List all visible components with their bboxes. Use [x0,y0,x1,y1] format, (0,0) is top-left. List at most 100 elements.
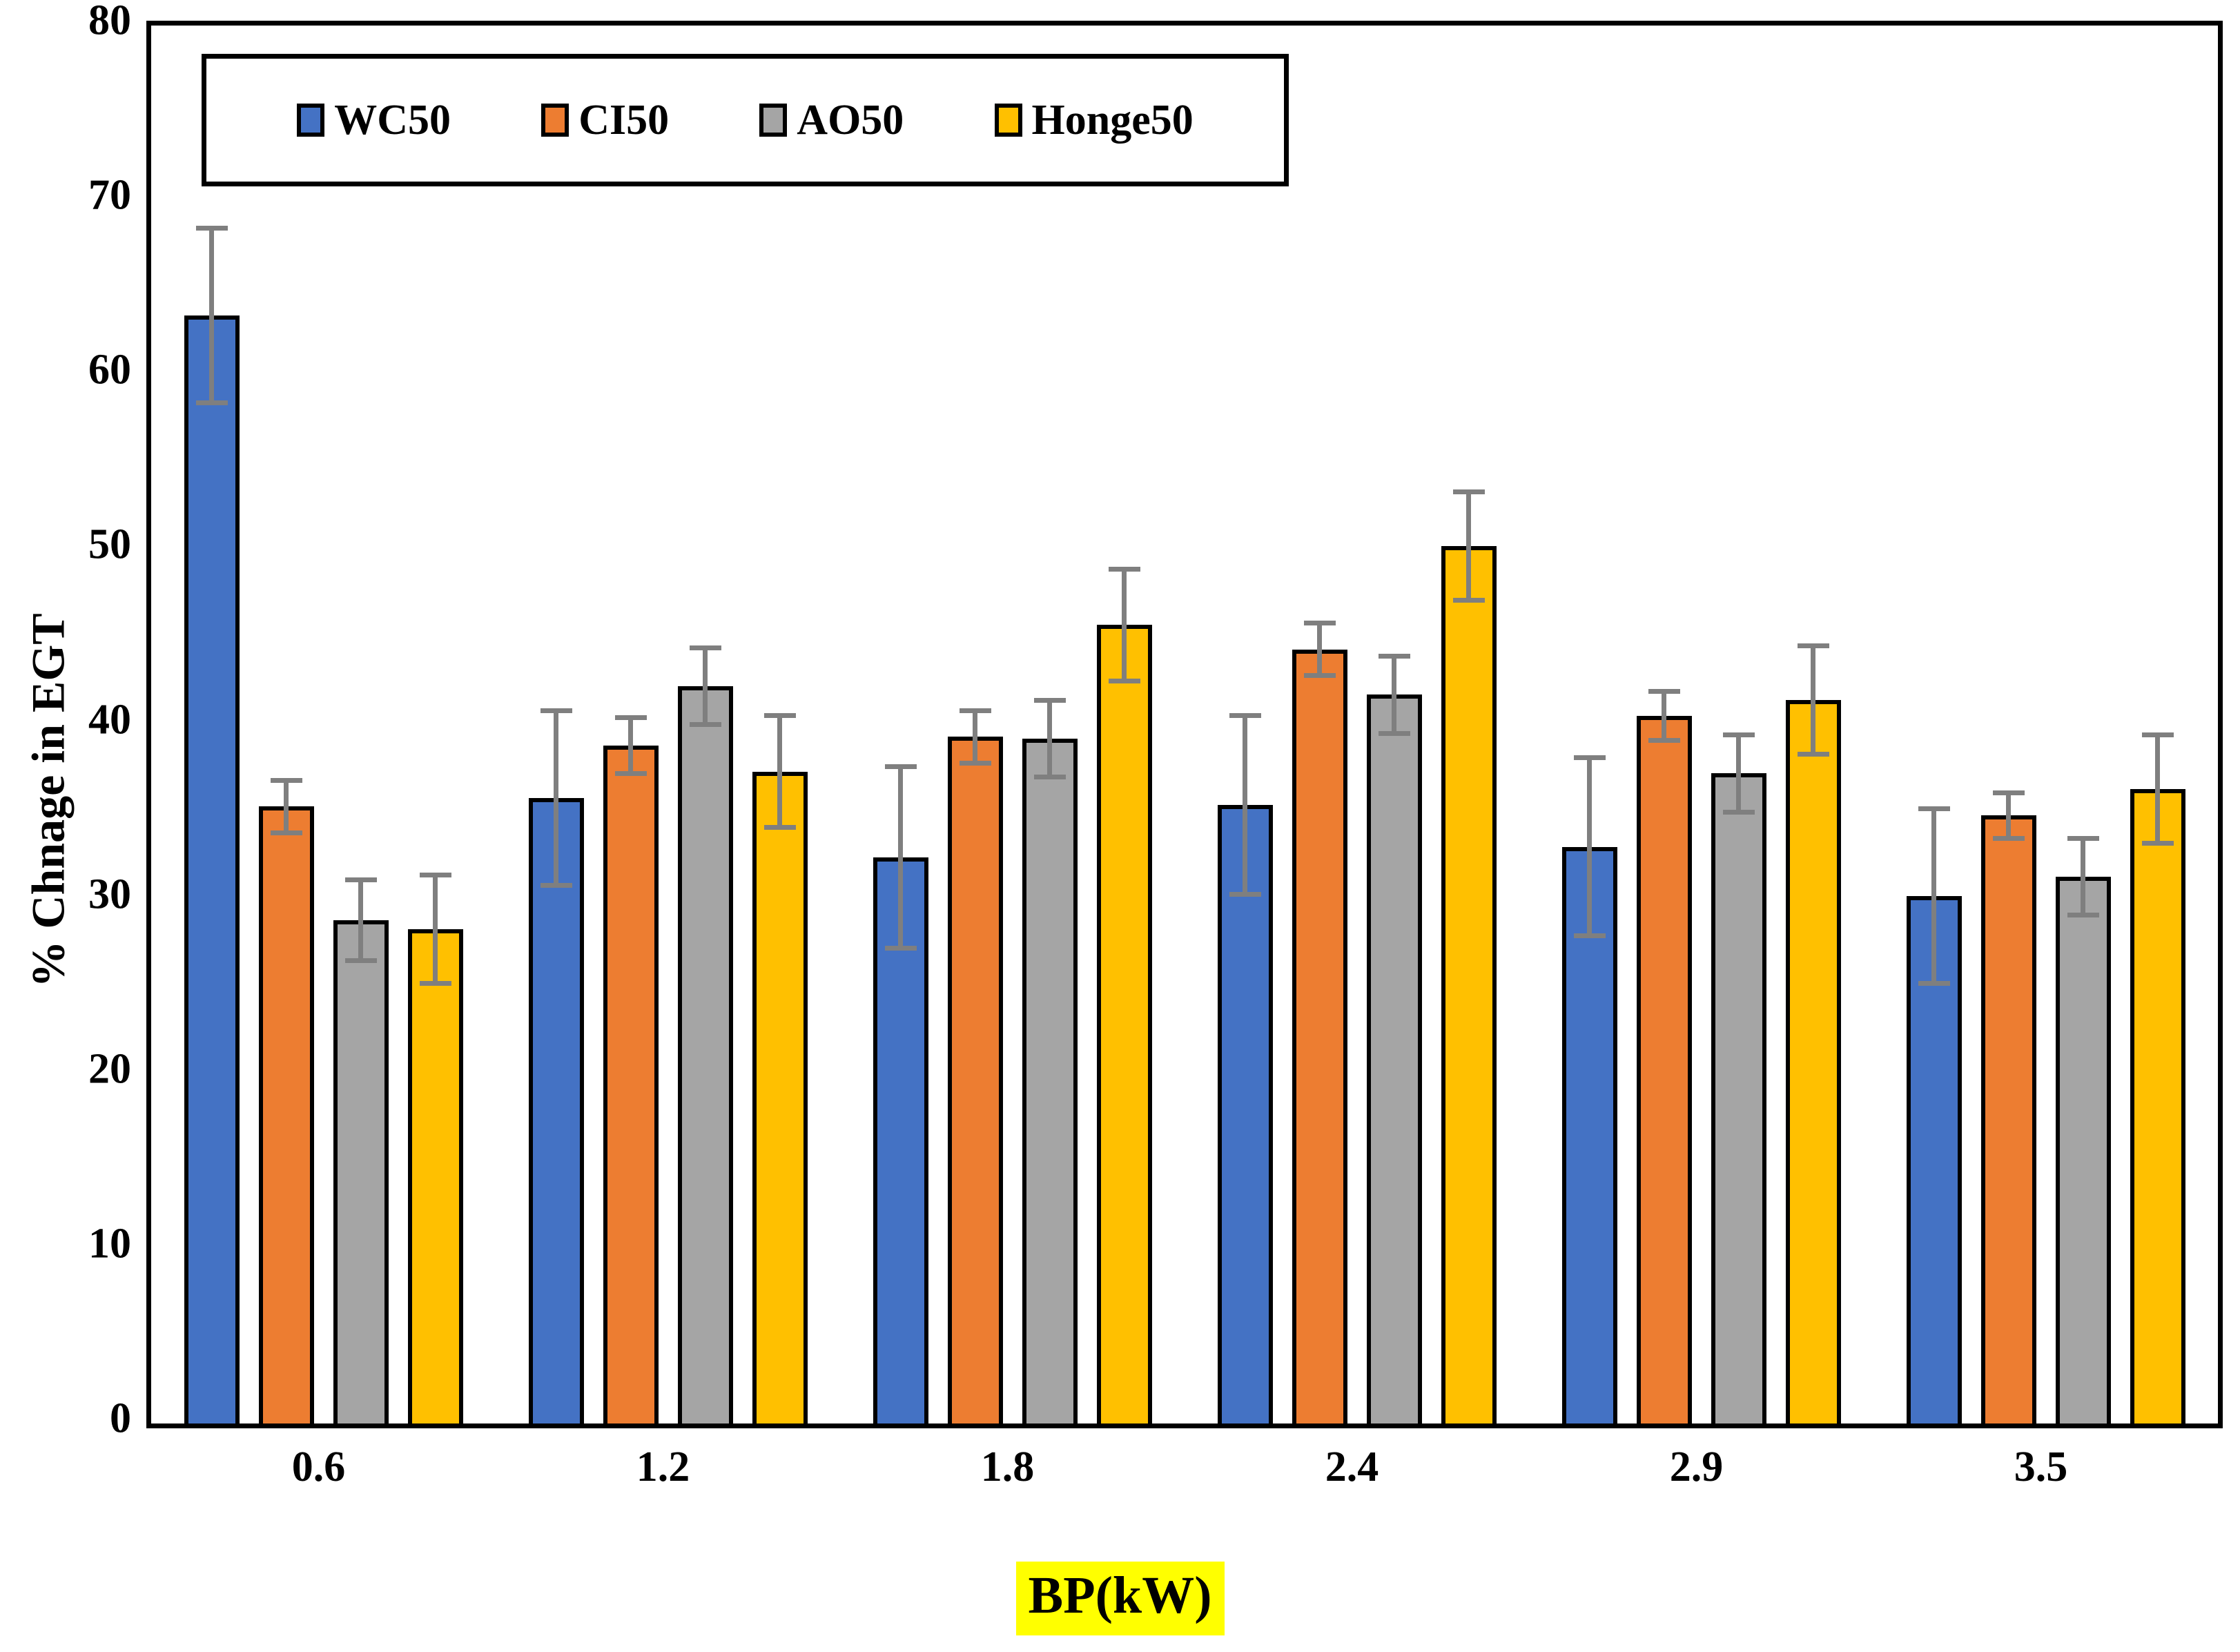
error-bar-cap-top-Honge50-1.8 [1108,566,1140,572]
bar-WC50-2.4 [1217,804,1273,1423]
error-bar-cap-bottom-WC50-3.5 [1918,980,1950,986]
bar-Honge50-0.6 [407,929,463,1423]
error-bar-cap-top-CI50-0.6 [270,778,302,783]
error-bar-cap-bottom-CI50-2.4 [1303,673,1336,679]
error-bar-WC50-2.9 [1587,757,1592,936]
bar-WC50-1.8 [873,857,928,1423]
y-tick-label-70: 70 [88,171,131,219]
bar-group-1.2 [528,26,808,1423]
error-bar-CI50-3.5 [2006,793,2011,839]
error-bar-CI50-2.4 [1317,623,1322,676]
error-bar-Honge50-1.2 [777,715,782,828]
error-bar-Honge50-2.9 [1811,645,1815,755]
error-bar-cap-bottom-CI50-0.6 [270,830,302,835]
bar-group-1.8 [873,26,1152,1423]
legend-item-CI50: CI50 [541,99,669,142]
error-bar-WC50-0.6 [209,228,214,403]
bar-Honge50-2.4 [1441,546,1497,1423]
error-bar-cap-bottom-CI50-3.5 [1992,835,2025,841]
x-tick-label-1.2: 1.2 [636,1444,690,1490]
error-bar-cap-top-AO50-0.6 [344,877,377,883]
error-bar-CI50-1.2 [628,717,633,774]
error-bar-cap-bottom-WC50-1.8 [884,946,917,951]
bar-CI50-1.8 [947,737,1003,1423]
error-bar-cap-top-WC50-1.8 [884,764,917,769]
plot-area [146,21,2223,1428]
error-bar-cap-top-Honge50-3.5 [2141,732,2174,738]
error-bar-AO50-1.2 [703,648,708,725]
x-tick-label-2.9: 2.9 [1669,1444,1724,1490]
legend-label-Honge50: Honge50 [1031,97,1194,144]
error-bar-CI50-1.8 [973,710,977,764]
error-bar-cap-top-AO50-1.8 [1033,697,1066,703]
error-bar-cap-top-CI50-3.5 [1992,790,2025,795]
bar-Honge50-1.2 [752,771,808,1423]
x-tick-label-0.6: 0.6 [291,1444,346,1490]
legend-item-AO50: AO50 [759,99,904,142]
bar-AO50-2.9 [1711,773,1766,1423]
error-bar-cap-top-CI50-2.9 [1648,688,1680,694]
bar-Honge50-2.9 [1785,700,1841,1423]
error-bar-cap-bottom-AO50-2.4 [1378,730,1410,736]
bar-CI50-1.2 [603,745,659,1423]
error-bar-cap-top-AO50-2.9 [1722,732,1755,738]
error-bar-AO50-2.9 [1736,735,1741,813]
bar-Honge50-1.8 [1096,625,1152,1423]
error-bar-cap-bottom-AO50-3.5 [2067,912,2099,917]
legend-label-WC50: WC50 [334,97,451,144]
error-bar-Honge50-3.5 [2155,735,2160,844]
error-bar-cap-bottom-Honge50-0.6 [419,980,451,986]
error-bar-WC50-2.4 [1243,715,1247,895]
y-axis-title: % Chnage in EGT [21,613,75,988]
error-bar-cap-top-AO50-1.2 [689,645,721,650]
y-tick-label-0: 0 [110,1395,131,1442]
y-tick-label-40: 40 [88,696,131,743]
error-bar-cap-top-WC50-0.6 [195,226,228,231]
error-bar-AO50-3.5 [2081,838,2085,915]
error-bar-cap-bottom-CI50-2.9 [1648,737,1680,743]
x-axis-title-text: BP(kW) [1015,1562,1225,1635]
error-bar-cap-top-WC50-3.5 [1918,806,1950,811]
error-bar-cap-bottom-Honge50-2.9 [1797,752,1829,757]
error-bar-WC50-1.2 [554,710,558,886]
error-bar-AO50-0.6 [358,880,363,961]
bar-CI50-3.5 [1980,815,2036,1423]
legend-label-AO50: AO50 [797,97,904,144]
legend-marker-icon-CI50 [541,104,569,137]
error-bar-cap-bottom-CI50-1.8 [959,760,991,766]
error-bar-CI50-2.9 [1662,691,1666,741]
bar-AO50-3.5 [2055,876,2111,1423]
bar-group-3.5 [1906,26,2185,1423]
error-bar-WC50-3.5 [1931,808,1936,984]
bar-CI50-2.4 [1292,649,1347,1423]
error-bar-cap-top-CI50-2.4 [1303,621,1336,626]
error-bar-cap-bottom-AO50-2.9 [1722,809,1755,815]
y-tick-label-60: 60 [88,346,131,393]
x-axis-title: BP(kW) [0,1562,2240,1635]
error-bar-cap-bottom-Honge50-2.4 [1452,598,1485,603]
error-bar-cap-bottom-CI50-1.2 [614,770,647,776]
bar-Honge50-3.5 [2130,789,2185,1423]
bar-AO50-1.8 [1022,738,1078,1423]
x-tick-label-2.4: 2.4 [1325,1444,1379,1490]
x-tick-label-3.5: 3.5 [2014,1444,2068,1490]
error-bar-cap-bottom-WC50-2.9 [1573,933,1606,939]
error-bar-cap-bottom-Honge50-1.8 [1108,678,1140,683]
error-bar-cap-bottom-AO50-1.2 [689,722,721,727]
legend-label-CI50: CI50 [578,97,670,144]
error-bar-cap-top-CI50-1.8 [959,708,991,713]
legend: WC50 CI50 AO50 Honge50 [202,54,1289,186]
error-bar-cap-top-Honge50-2.4 [1452,489,1485,495]
error-bar-cap-top-AO50-2.4 [1378,654,1410,659]
error-bar-AO50-1.8 [1047,700,1052,777]
error-bar-AO50-2.4 [1392,656,1396,734]
bar-AO50-1.2 [677,686,733,1423]
bar-WC50-0.6 [184,315,240,1423]
error-bar-WC50-1.8 [898,766,903,949]
y-tick-label-50: 50 [88,521,131,568]
bar-group-0.6 [184,26,463,1423]
bar-WC50-1.2 [528,797,584,1423]
y-tick-label-20: 20 [88,1045,131,1093]
error-bar-cap-top-AO50-3.5 [2067,835,2099,841]
